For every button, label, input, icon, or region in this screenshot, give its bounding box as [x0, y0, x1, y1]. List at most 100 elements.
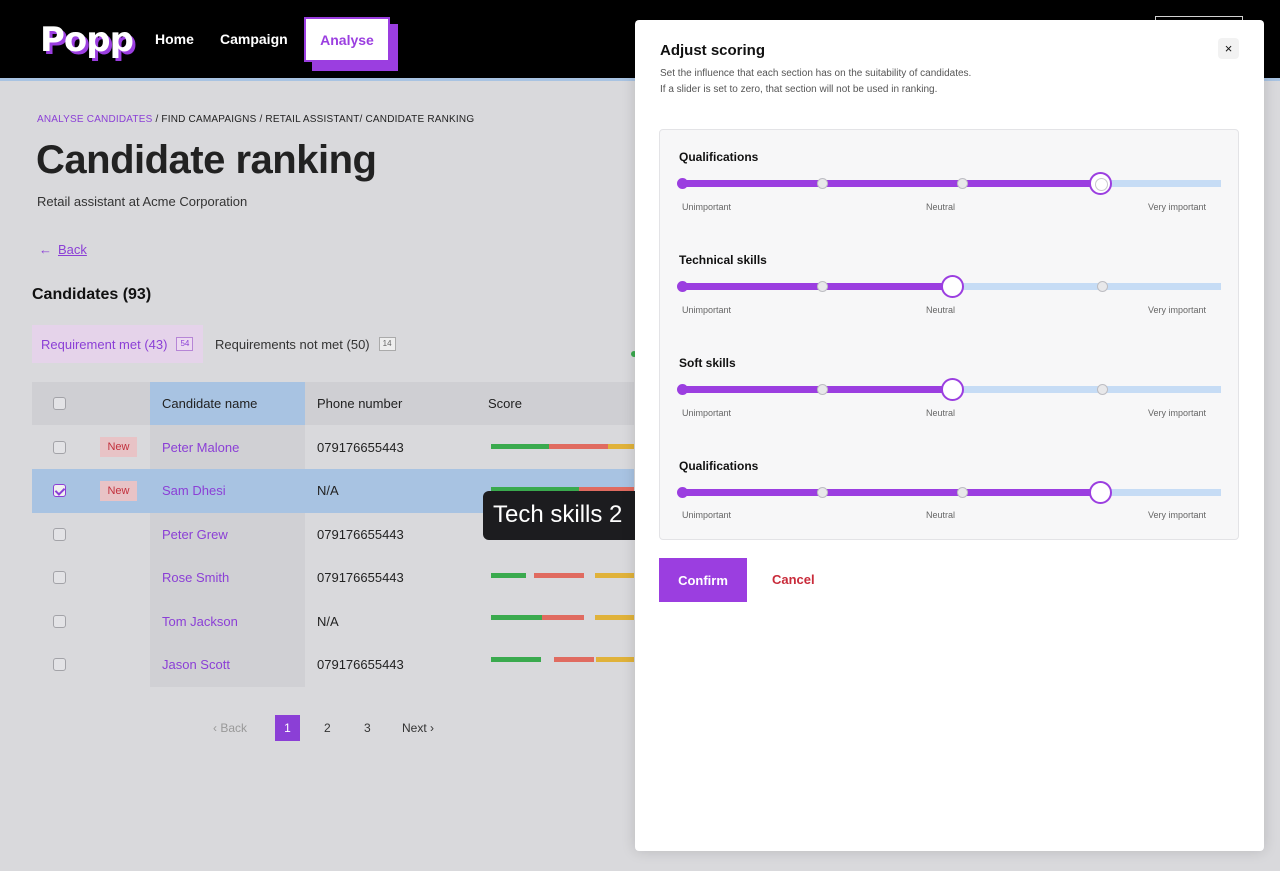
score-bar-segment — [595, 615, 634, 620]
arrow-left-icon: ← — [39, 242, 52, 257]
tab-requirement-met[interactable]: Requirement met (43) 54 — [32, 325, 203, 363]
slider-thumb[interactable] — [940, 378, 964, 401]
tick-label-unimportant: Unimportant — [682, 305, 732, 315]
row-checkbox[interactable] — [53, 484, 66, 497]
importance-slider[interactable] — [677, 378, 1221, 401]
nav-campaign[interactable]: Campaign — [220, 31, 288, 47]
slider-stop — [817, 178, 829, 189]
slider-stop — [817, 384, 829, 395]
nav-home[interactable]: Home — [155, 31, 194, 47]
tick-label-very-important: Very important — [1148, 408, 1207, 418]
tick-label-neutral: Neutral — [926, 305, 956, 315]
slider-thumb[interactable] — [940, 275, 964, 298]
candidate-name-link[interactable]: Peter Grew — [162, 527, 228, 542]
candidate-name-link[interactable]: Sam Dhesi — [162, 483, 226, 498]
tick-label-neutral: Neutral — [926, 408, 956, 418]
slider-stop — [1097, 281, 1109, 292]
candidate-name-link[interactable]: Rose Smith — [162, 570, 230, 585]
tick-label-neutral: Neutral — [926, 510, 956, 520]
breadcrumb: ANALYSE CANDIDATES / FIND CAMAPAIGNS / R… — [37, 114, 474, 125]
candidate-phone: 079176655443 — [317, 527, 404, 542]
modal-description-line-1: Set the influence that each section has … — [660, 68, 972, 79]
popp-logo[interactable]: Popp — [40, 20, 134, 60]
slider-stop — [957, 178, 969, 189]
slider-stop — [677, 178, 688, 189]
table-header — [32, 382, 634, 425]
modal-title: Adjust scoring — [660, 42, 766, 59]
nav-analyse[interactable]: Analyse — [304, 17, 390, 62]
pagination-page-2[interactable]: 2 — [324, 721, 331, 735]
candidate-phone: 079176655443 — [317, 570, 404, 585]
tab-label: Requirement met (43) — [41, 336, 168, 352]
score-bar-segment — [608, 444, 634, 449]
pagination-back-label: Back — [220, 721, 248, 735]
slider-panel: Qualifications Unimportant Neutral Very … — [659, 129, 1239, 540]
slider-fill — [682, 386, 952, 393]
breadcrumb-rest: / FIND CAMAPAIGNS / RETAIL ASSISTANT/ CA… — [155, 114, 475, 125]
new-badge: New — [100, 481, 137, 501]
score-bar-segment — [491, 615, 542, 620]
candidate-name-link[interactable]: Jason Scott — [162, 657, 230, 672]
score-tooltip: Tech skills 2 — [483, 491, 635, 540]
tick-label-unimportant: Unimportant — [682, 408, 732, 418]
slider-stop — [817, 487, 829, 498]
slider-label: Qualifications — [679, 459, 759, 473]
row-checkbox[interactable] — [53, 658, 66, 671]
name-column-header-bg — [150, 382, 305, 425]
slider-stop — [817, 281, 829, 292]
slider-label: Soft skills — [679, 356, 736, 370]
new-badge: New — [100, 437, 137, 457]
close-icon: × — [1224, 41, 1233, 56]
breadcrumb-analyse-candidates[interactable]: ANALYSE CANDIDATES — [37, 114, 153, 125]
candidate-phone: 079176655443 — [317, 440, 404, 455]
score-bar-segment — [579, 487, 634, 492]
select-all-checkbox[interactable] — [53, 397, 66, 410]
column-header-score[interactable]: Score — [488, 396, 522, 411]
close-button[interactable]: × — [1218, 38, 1239, 59]
back-link[interactable]: ← Back — [39, 242, 87, 257]
row-checkbox[interactable] — [53, 528, 66, 541]
pagination-page-1[interactable]: 1 — [275, 715, 300, 741]
candidates-heading: Candidates (93) — [32, 286, 152, 303]
adjust-scoring-modal: Adjust scoring Set the influence that ea… — [635, 20, 1264, 851]
slider-thumb[interactable] — [1088, 172, 1112, 195]
status-dot — [631, 351, 637, 357]
candidate-name-link[interactable]: Tom Jackson — [162, 614, 238, 629]
slider-stop — [957, 487, 969, 498]
tick-label-very-important: Very important — [1148, 202, 1207, 212]
pagination-next[interactable]: Next › — [402, 721, 435, 735]
back-link-label: Back — [58, 242, 87, 257]
tab-count-badge: 54 — [176, 337, 194, 351]
importance-slider[interactable] — [677, 481, 1221, 504]
score-bar-segment — [595, 573, 634, 578]
pagination-page-3[interactable]: 3 — [364, 721, 371, 735]
slider-stop — [1097, 384, 1109, 395]
score-bar-segment — [596, 657, 634, 662]
row-checkbox[interactable] — [53, 441, 66, 454]
tab-label: Requirements not met (50) — [215, 336, 370, 352]
tab-requirements-not-met[interactable]: Requirements not met (50) 14 — [206, 325, 406, 363]
slider-fill — [682, 283, 952, 290]
slider-stop — [677, 384, 688, 395]
candidate-name-link[interactable]: Peter Malone — [162, 440, 240, 455]
slider-label: Technical skills — [679, 253, 767, 267]
page-subtitle: Retail assistant at Acme Corporation — [37, 194, 248, 209]
page-title: Candidate ranking — [36, 138, 377, 182]
column-header-phone[interactable]: Phone number — [317, 396, 403, 411]
slider-fill — [682, 180, 1100, 187]
candidate-phone: N/A — [317, 483, 339, 498]
importance-slider[interactable] — [677, 275, 1221, 298]
importance-slider[interactable] — [677, 172, 1221, 195]
row-checkbox[interactable] — [53, 615, 66, 628]
confirm-button[interactable]: Confirm — [659, 558, 747, 602]
score-bar-segment — [491, 487, 579, 492]
pagination-back[interactable]: ‹ Back — [213, 721, 248, 735]
column-header-name[interactable]: Candidate name — [162, 396, 258, 411]
cancel-button[interactable]: Cancel — [772, 572, 815, 587]
pagination-next-label: Next — [402, 721, 427, 735]
slider-thumb[interactable] — [1088, 481, 1112, 504]
slider-fill — [682, 489, 1100, 496]
slider-stop — [677, 281, 688, 292]
score-bar-segment — [554, 657, 594, 662]
row-checkbox[interactable] — [53, 571, 66, 584]
